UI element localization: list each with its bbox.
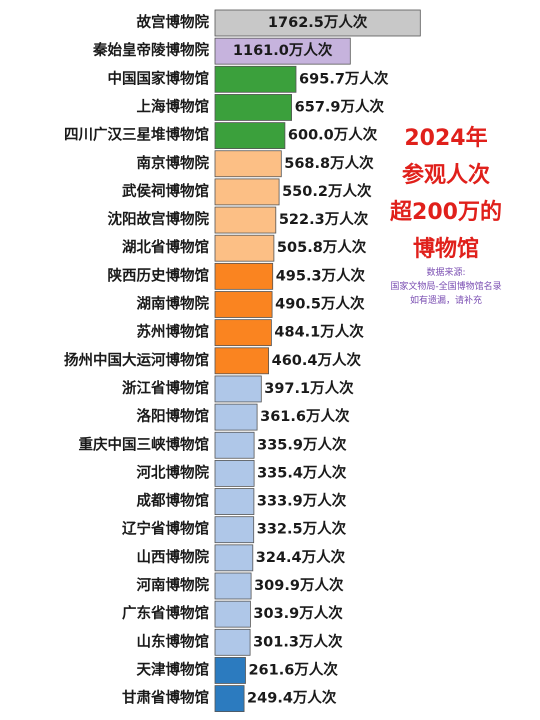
category-label-21: 河南博物院 <box>137 576 210 594</box>
category-label-6: 南京博物院 <box>137 154 210 172</box>
bars-layer <box>214 9 421 712</box>
bar-12 <box>214 319 272 347</box>
bar-5 <box>214 122 286 149</box>
category-label-1: 故宫博物院 <box>137 13 210 31</box>
category-label-2: 秦始皇帝陵博物院 <box>92 41 209 59</box>
annotation-source-line-3: 如有遗漏，请补充 <box>410 294 482 306</box>
bar-19 <box>214 516 255 544</box>
bar-6 <box>214 150 282 178</box>
value-label-12: 484.1万人次 <box>274 323 364 341</box>
category-label-15: 洛阳博物馆 <box>137 407 210 425</box>
bar-20 <box>214 544 254 572</box>
bar-18 <box>214 488 255 515</box>
value-label-16: 335.9万人次 <box>257 435 347 453</box>
value-label-23: 301.3万人次 <box>253 632 343 650</box>
value-label-6: 568.8万人次 <box>284 154 374 172</box>
value-label-22: 303.9万人次 <box>253 604 343 622</box>
annotation-title-line-2: 参观人次 <box>402 162 490 188</box>
category-label-25: 甘肃省博物馆 <box>122 689 209 707</box>
annotation-source-line-2: 国家文物局-全国博物馆名录 <box>390 280 501 292</box>
bar-4 <box>214 94 292 121</box>
category-label-14: 浙江省博物馆 <box>122 379 209 397</box>
annotation-block: 2024年 参观人次 超200万的 博物馆 数据来源: 国家文物局-全国博物馆名… <box>390 125 502 306</box>
value-label-7: 550.2万人次 <box>282 182 372 200</box>
bar-2 <box>214 37 351 65</box>
bar-25 <box>214 685 245 712</box>
bar-15 <box>214 403 258 431</box>
value-labels: 1762.5万人次 1161.0万人次 695.7万人次 657.9万人次 600.0万… <box>233 13 389 707</box>
annotation-source-line-1: 数据来源: <box>426 266 465 278</box>
bar-24 <box>214 657 246 684</box>
bar-17 <box>214 459 255 487</box>
value-label-5: 600.0万人次 <box>288 126 378 144</box>
bar-3 <box>214 65 297 93</box>
annotation-title-line-3: 超200万的 <box>390 199 502 225</box>
annotation-title-line-4: 博物馆 <box>413 236 479 262</box>
value-label-25: 249.4万人次 <box>247 689 337 707</box>
bar-9 <box>214 234 275 262</box>
bar-22 <box>214 600 251 628</box>
category-labels: 故宫博物院秦始皇帝陵博物院中国国家博物馆上海博物馆四川广汉三星堆博物馆南京博物院… <box>64 13 209 707</box>
category-label-17: 河北博物院 <box>137 463 210 481</box>
value-label-21: 309.9万人次 <box>254 576 344 594</box>
category-label-9: 湖北省博物馆 <box>122 238 209 256</box>
value-label-8: 522.3万人次 <box>279 210 369 228</box>
bar-11 <box>214 291 273 318</box>
value-label-20: 324.4万人次 <box>256 548 346 566</box>
value-label-2: 1161.0万人次 <box>233 41 333 59</box>
bar-14 <box>214 375 262 403</box>
value-label-18: 333.9万人次 <box>257 492 347 510</box>
value-label-11: 490.5万人次 <box>275 295 365 313</box>
value-label-14: 397.1万人次 <box>264 379 354 397</box>
category-label-13: 扬州中国大运河博物馆 <box>64 351 209 369</box>
value-label-13: 460.4万人次 <box>272 351 362 369</box>
bar-23 <box>214 628 251 656</box>
category-label-8: 沈阳故宫博物院 <box>108 210 210 228</box>
value-label-10: 495.3万人次 <box>276 266 366 284</box>
bar-1 <box>214 9 421 37</box>
bar-7 <box>214 178 280 206</box>
category-label-24: 天津博物馆 <box>137 660 210 678</box>
category-label-23: 山东博物馆 <box>137 632 210 650</box>
value-label-4: 657.9万人次 <box>295 97 385 115</box>
category-label-19: 辽宁省博物馆 <box>122 520 209 538</box>
bar-10 <box>214 262 274 290</box>
value-label-3: 695.7万人次 <box>299 69 389 87</box>
bar-16 <box>214 431 255 459</box>
category-label-18: 成都博物馆 <box>137 492 210 510</box>
bar-13 <box>214 347 269 375</box>
value-label-9: 505.8万人次 <box>277 238 367 256</box>
value-label-1: 1762.5万人次 <box>268 13 368 31</box>
category-label-5: 四川广汉三星堆博物馆 <box>64 126 209 144</box>
category-label-20: 山西博物院 <box>137 548 210 566</box>
category-label-22: 广东省博物馆 <box>122 604 209 622</box>
bar-8 <box>214 206 277 234</box>
value-label-24: 261.6万人次 <box>248 660 338 678</box>
category-label-16: 重庆中国三峡博物馆 <box>79 435 210 453</box>
category-label-12: 苏州博物馆 <box>137 323 210 341</box>
value-label-15: 361.6万人次 <box>260 407 350 425</box>
value-label-17: 335.4万人次 <box>257 463 347 481</box>
category-label-7: 武侯祠博物馆 <box>122 182 209 200</box>
category-label-3: 中国国家博物馆 <box>108 69 210 87</box>
category-label-4: 上海博物馆 <box>137 97 210 115</box>
category-label-10: 陕西历史博物馆 <box>108 266 210 284</box>
value-label-19: 332.5万人次 <box>257 520 347 538</box>
bar-21 <box>214 572 252 600</box>
annotation-title-line-1: 2024年 <box>404 125 487 151</box>
category-label-11: 湖南博物院 <box>137 295 210 313</box>
